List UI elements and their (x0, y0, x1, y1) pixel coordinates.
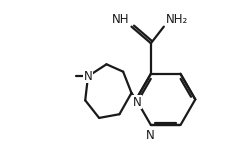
Text: N: N (146, 129, 154, 142)
Text: N: N (132, 96, 141, 109)
Text: NH₂: NH₂ (166, 13, 188, 26)
Text: N: N (84, 70, 92, 83)
Text: NH: NH (112, 13, 130, 26)
